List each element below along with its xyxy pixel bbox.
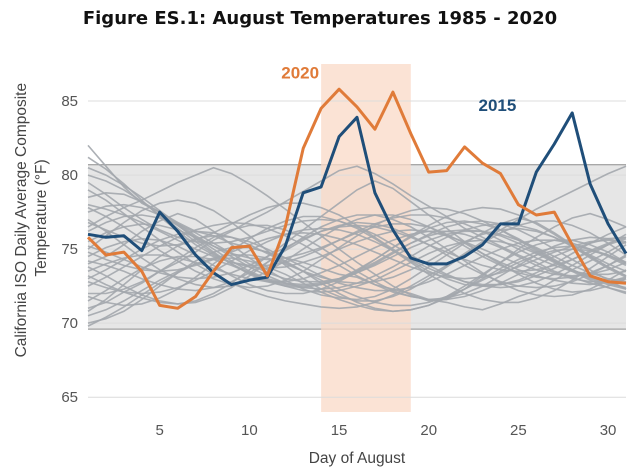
y-axis-label-line-1: California ISO Daily Average Composite <box>13 83 30 358</box>
historical-year-line <box>87 165 627 310</box>
historical-year-line <box>87 248 627 327</box>
historical-year-line <box>87 230 627 283</box>
series-line-2015 <box>87 111 628 287</box>
x-tick-label: 20 <box>420 422 437 439</box>
x-tick-label: 30 <box>600 422 617 439</box>
historical-year-line <box>87 214 627 289</box>
y-tick-label: 65 <box>61 389 78 406</box>
x-tick-label: 15 <box>331 422 348 439</box>
historical-year-line <box>87 166 627 302</box>
historical-year-line <box>87 214 627 283</box>
historical-year-line <box>87 239 627 302</box>
x-tick-label: 25 <box>510 422 527 439</box>
historical-year-line <box>87 214 627 305</box>
chart-title: Figure ES.1: August Temperatures 1985 - … <box>82 8 558 29</box>
y-tick-label: 70 <box>61 315 78 332</box>
series-label-2015: 2015 <box>479 96 517 115</box>
series-label-2020: 2020 <box>281 63 319 82</box>
y-axis-label-line-2: Temperature (°F) <box>33 159 50 276</box>
x-tick-label: 5 <box>156 422 164 439</box>
historical-year-line <box>87 212 627 301</box>
x-tick-label: 10 <box>241 422 258 439</box>
historical-year-line <box>87 234 627 312</box>
historical-year-line <box>87 144 627 311</box>
y-tick-label: 85 <box>61 93 78 110</box>
series-line-2020 <box>86 87 627 310</box>
y-axis-ticks: 65 70 75 80 85 <box>61 93 78 406</box>
x-axis-ticks: 5 10 15 20 25 30 <box>156 422 617 439</box>
historical-year-line <box>87 206 627 289</box>
historical-year-line <box>87 181 627 289</box>
x-axis-label: Day of August <box>309 450 406 467</box>
series-labels: 2020 2015 <box>281 63 516 115</box>
y-tick-label: 75 <box>61 241 78 258</box>
historical-year-line <box>87 221 627 292</box>
historical-year-line <box>87 199 627 302</box>
historical-year-line <box>87 203 627 286</box>
historical-year-line <box>87 203 627 276</box>
historical-year-line <box>87 231 627 280</box>
y-axis-label: California ISO Daily Average Composite T… <box>13 79 50 358</box>
y-tick-label: 80 <box>61 167 78 184</box>
historical-year-line <box>87 227 627 295</box>
highlighted-series <box>86 87 628 310</box>
historical-year-line <box>87 224 627 280</box>
historical-year-line <box>87 165 627 310</box>
